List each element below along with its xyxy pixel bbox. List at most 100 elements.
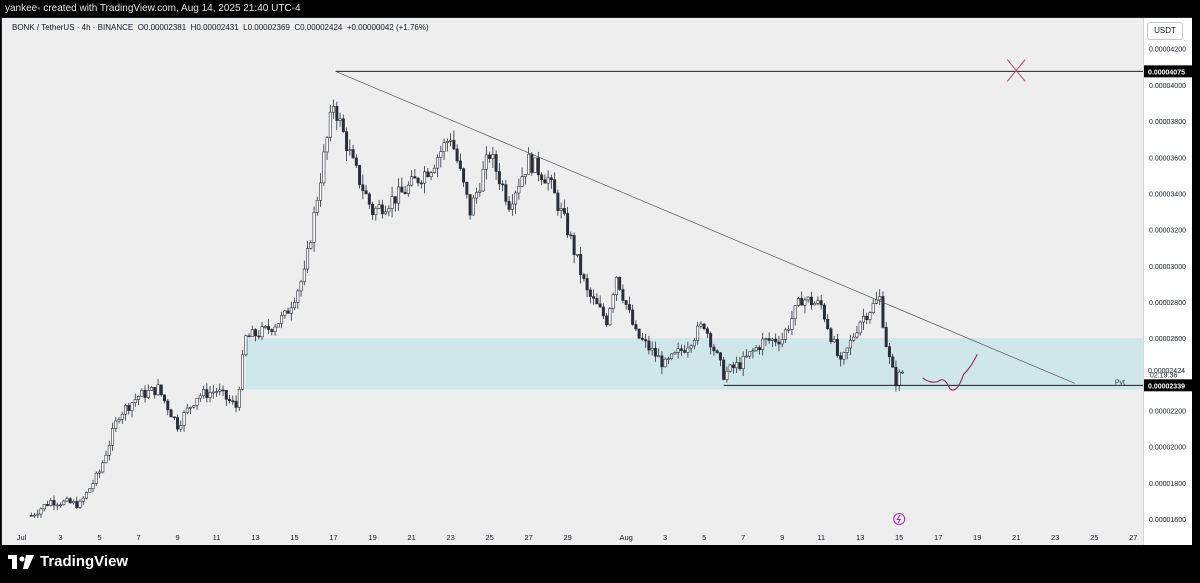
header-bar: yankee- created with TradingView.com, Au… <box>0 0 1200 17</box>
projection-path <box>922 354 978 391</box>
legend-symbol[interactable]: BONK / TetherUS · 4h · BINANCE <box>12 23 134 32</box>
candle-up <box>611 294 615 309</box>
candle-down <box>757 347 761 351</box>
candles-group <box>29 99 904 518</box>
candle-up <box>39 508 43 515</box>
candle-up <box>514 192 518 205</box>
legend-change: +0.00000042 (+1.76%) <box>346 23 429 32</box>
x-tick-label: 9 <box>175 533 179 542</box>
candle-up <box>306 248 310 270</box>
candle-up <box>338 118 342 121</box>
tradingview-brand[interactable]: TradingView <box>8 553 128 570</box>
candle-down <box>891 356 895 368</box>
candle-down <box>228 399 232 402</box>
candle-up <box>744 355 748 358</box>
legend-high: H0.00002431 <box>190 23 239 32</box>
candle-up <box>728 364 732 372</box>
candle-down <box>588 289 592 297</box>
candle-up <box>650 348 654 351</box>
candle-down <box>351 149 355 159</box>
x-tick-label: Jul <box>17 533 27 542</box>
candle-down <box>231 400 235 403</box>
candle-down <box>221 389 225 392</box>
chart-plot-area[interactable]: Pvt Jul 3 5 7 9 11 13 15 17 19 21 23 25 27 29 Aug 3 5 7 9 11 1… <box>2 18 1143 545</box>
candle-up <box>59 504 63 507</box>
y-tick-label: 0.00004000 <box>1149 83 1186 90</box>
currency-badge[interactable]: USDT <box>1147 22 1183 40</box>
candle-up <box>280 315 284 324</box>
candle-down <box>718 352 722 361</box>
x-tick-label: 15 <box>895 533 903 542</box>
candle-down <box>722 359 726 380</box>
candle-up <box>91 483 95 489</box>
candle-down <box>488 154 492 159</box>
candle-up <box>845 347 849 353</box>
candle-down <box>884 327 888 347</box>
candle-up <box>289 307 293 314</box>
candle-up <box>741 355 745 370</box>
candle-down <box>166 400 170 411</box>
candle-up <box>322 151 326 184</box>
chart-panel[interactable]: Pvt Jul 3 5 7 9 11 13 15 17 19 21 23 25 27 29 Aug 3 5 7 9 11 1… <box>1 17 1192 546</box>
candle-down <box>270 329 274 332</box>
price-label-text: 0.00002424 <box>1148 368 1185 375</box>
candle-down <box>637 328 641 339</box>
x-tick-label: 23 <box>446 533 454 542</box>
trendline <box>335 71 1075 384</box>
candle-up <box>293 302 297 309</box>
candle-up <box>156 384 160 396</box>
candle-up <box>348 149 352 151</box>
candle-up <box>523 174 527 177</box>
candle-down <box>712 346 716 352</box>
candle-up <box>377 204 381 209</box>
x-tick-label: 19 <box>973 533 981 542</box>
candle-up <box>432 167 436 174</box>
candle-up <box>848 339 852 349</box>
x-tick-label: 17 <box>329 533 337 542</box>
price-label-box <box>1144 379 1192 392</box>
candle-up <box>783 329 787 340</box>
candle-down <box>595 298 599 305</box>
alert-bolt <box>896 514 902 524</box>
candle-down <box>224 390 228 400</box>
y-tick-label: 0.00001600 <box>1149 517 1186 524</box>
candle-down <box>452 139 456 150</box>
y-tick-label: 0.00003200 <box>1149 228 1186 235</box>
candle-up <box>878 296 882 301</box>
candle-up <box>575 254 579 256</box>
candle-up <box>328 111 332 138</box>
price-chart-svg[interactable]: Pvt Jul 3 5 7 9 11 13 15 17 19 21 23 25 27 29 Aug 3 5 7 9 11 1… <box>2 18 1143 545</box>
candle-down <box>731 364 735 369</box>
x-tick-label: 19 <box>368 533 376 542</box>
candle-down <box>354 157 358 166</box>
candle-up <box>816 300 820 304</box>
candle-up <box>442 142 446 152</box>
y-tick-label: 0.00002800 <box>1149 300 1186 307</box>
candle-down <box>702 323 706 330</box>
candle-down <box>468 194 472 216</box>
candle-up <box>98 471 102 474</box>
price-axis[interactable]: 0.00001600 0.00001800 0.00002000 0.00002200… <box>1143 18 1192 545</box>
candle-up <box>107 445 111 456</box>
candle-down <box>413 176 417 179</box>
footer-bar: TradingView <box>0 545 1200 583</box>
candle-down <box>653 348 657 357</box>
candle-up <box>735 362 739 369</box>
candle-down <box>553 179 557 194</box>
candle-up <box>533 157 537 173</box>
legend-open: O0.00002381 <box>137 23 187 32</box>
candle-up <box>842 352 846 360</box>
candle-up <box>150 386 154 391</box>
candle-down <box>367 193 371 205</box>
candle-up <box>72 501 76 504</box>
candle-up <box>182 412 186 426</box>
x-tick-label: 21 <box>407 533 415 542</box>
candle-down <box>247 335 251 338</box>
candle-down <box>494 154 498 172</box>
candle-up <box>406 184 410 195</box>
candle-down <box>29 515 33 517</box>
x-tick-label: 11 <box>817 533 825 542</box>
candle-up <box>666 358 670 360</box>
candle-up <box>276 323 280 328</box>
brand-name: TradingView <box>40 553 129 570</box>
